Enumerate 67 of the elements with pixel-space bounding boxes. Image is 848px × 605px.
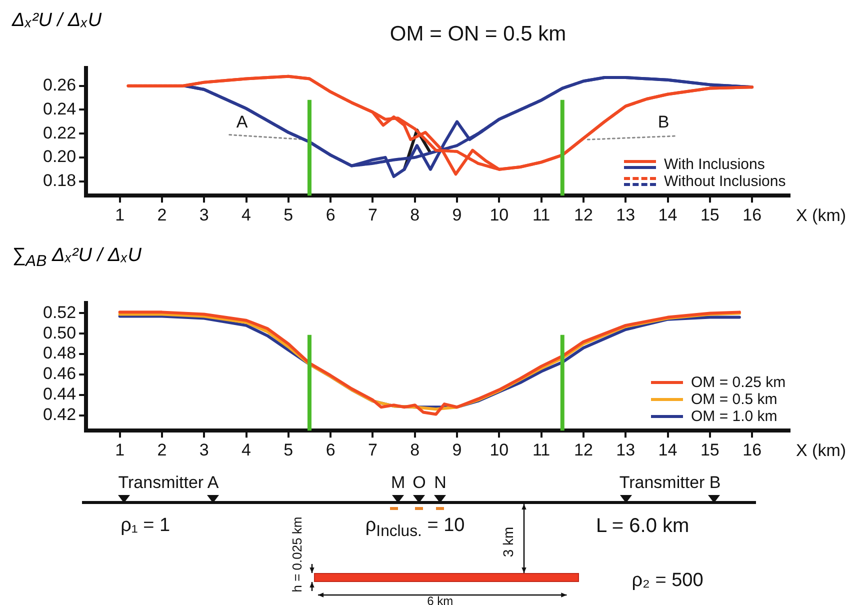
text: h = 0.025 km (289, 516, 304, 592)
x-tick-label: 4 (242, 440, 251, 460)
text: 6 km (427, 594, 454, 605)
x-tick-label: 14 (658, 440, 678, 460)
x-tick-label: 4 (242, 205, 251, 224)
text: ρ₁ = 1 (120, 515, 170, 537)
chart-title: OM = ON = 0.5 km (390, 22, 566, 46)
x-tick-label: 2 (157, 205, 167, 224)
x-tick-label: 13 (616, 440, 636, 460)
y-tick-label: 0.42 (42, 404, 76, 424)
x-tick-label: 15 (700, 440, 720, 460)
x-tick-label: 2 (157, 440, 167, 460)
text: 3 km (500, 526, 516, 558)
x-tick-label: 6 (326, 205, 336, 224)
x-tick-label: 14 (658, 205, 678, 224)
y-axis-title: ∑$_{AB}$ Δₓ²U / ΔₓU (12, 245, 142, 271)
y-axis-title: Δₓ²U / ΔₓU (12, 10, 102, 32)
x-tick-label: 8 (410, 205, 420, 224)
x-tick-label: 1 (115, 440, 125, 460)
legend-label: OM = 0.5 km (691, 390, 778, 408)
y-tick-label: 0.50 (42, 323, 76, 342)
x-tick-label: 16 (742, 440, 762, 460)
annotation: A (236, 112, 248, 132)
legend-label: OM = 1.0 km (691, 408, 778, 425)
text: ρ₂ = 500 (632, 570, 704, 592)
x-tick-label: 13 (616, 205, 636, 224)
legend-label: OM = 0.25 km (691, 374, 786, 391)
y-tick-label: 0.24 (42, 99, 76, 118)
x-tick-label: 16 (742, 205, 762, 224)
annotation: B (658, 112, 670, 132)
legend-label: With Inclusions (664, 156, 765, 173)
x-axis-title: X (km) (796, 206, 846, 225)
x-tick-label: 3 (199, 205, 209, 224)
x-tick-label: 12 (574, 440, 593, 460)
x-tick-label: 5 (284, 205, 294, 224)
y-tick-label: 0.18 (42, 170, 76, 190)
x-tick-label: 9 (452, 205, 462, 224)
x-tick-label: 10 (490, 205, 509, 224)
y-tick-label: 0.48 (42, 344, 76, 363)
text: O (412, 473, 426, 493)
text: M (391, 473, 406, 493)
x-tick-label: 10 (490, 440, 509, 460)
text: Transmitter B (619, 473, 721, 493)
x-tick-label: 1 (115, 205, 125, 224)
y-tick-label: 0.22 (42, 123, 76, 142)
x-tick-label: 11 (532, 205, 550, 224)
x-tick-label: 12 (574, 205, 593, 224)
x-tick-label: 6 (326, 440, 336, 460)
text: L = 6.0 km (596, 515, 690, 538)
x-tick-label: 15 (700, 205, 720, 224)
x-tick-label: 11 (532, 440, 550, 460)
x-tick-label: 5 (284, 440, 294, 460)
y-tick-label: 0.20 (42, 147, 76, 166)
text: ρ$_{Inclus.}$ = 10 (365, 515, 465, 541)
text: N (434, 473, 446, 493)
y-tick-label: 0.44 (42, 384, 76, 404)
x-tick-label: 8 (410, 440, 420, 460)
x-tick-label: 7 (368, 205, 378, 224)
text: Transmitter A (118, 473, 219, 493)
y-tick-label: 0.46 (42, 364, 76, 384)
x-tick-label: 3 (199, 440, 209, 460)
legend-label: Without Inclusions (664, 172, 786, 190)
x-axis-title: X (km) (796, 440, 846, 460)
y-tick-label: 0.26 (42, 76, 76, 95)
y-tick-label: 0.52 (42, 302, 76, 322)
x-tick-label: 7 (368, 440, 378, 460)
x-tick-label: 9 (452, 440, 462, 460)
